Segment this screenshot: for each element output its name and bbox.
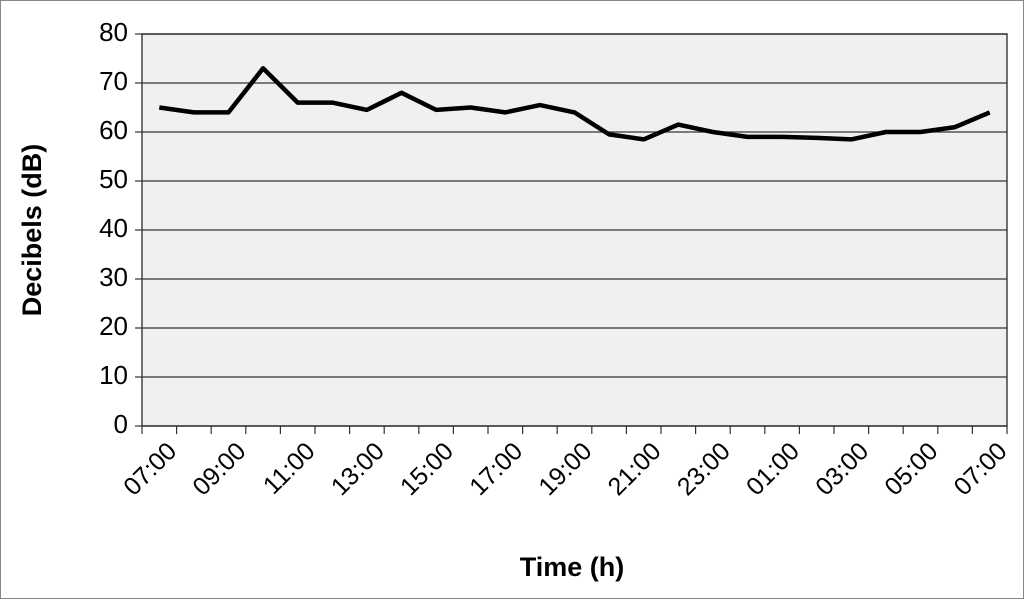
- y-tick-label: 10: [99, 360, 128, 390]
- y-tick-label: 30: [99, 262, 128, 292]
- y-tick-label: 80: [99, 17, 128, 47]
- y-tick-label: 40: [99, 213, 128, 243]
- y-tick-label: 50: [99, 164, 128, 194]
- y-tick-label: 20: [99, 311, 128, 341]
- x-axis-title: Time (h): [520, 552, 625, 582]
- y-tick-label: 0: [114, 409, 128, 439]
- y-tick-label: 60: [99, 115, 128, 145]
- y-tick-label: 70: [99, 66, 128, 96]
- y-axis-title: Decibels (dB): [17, 144, 47, 317]
- data-line: [158, 66, 991, 142]
